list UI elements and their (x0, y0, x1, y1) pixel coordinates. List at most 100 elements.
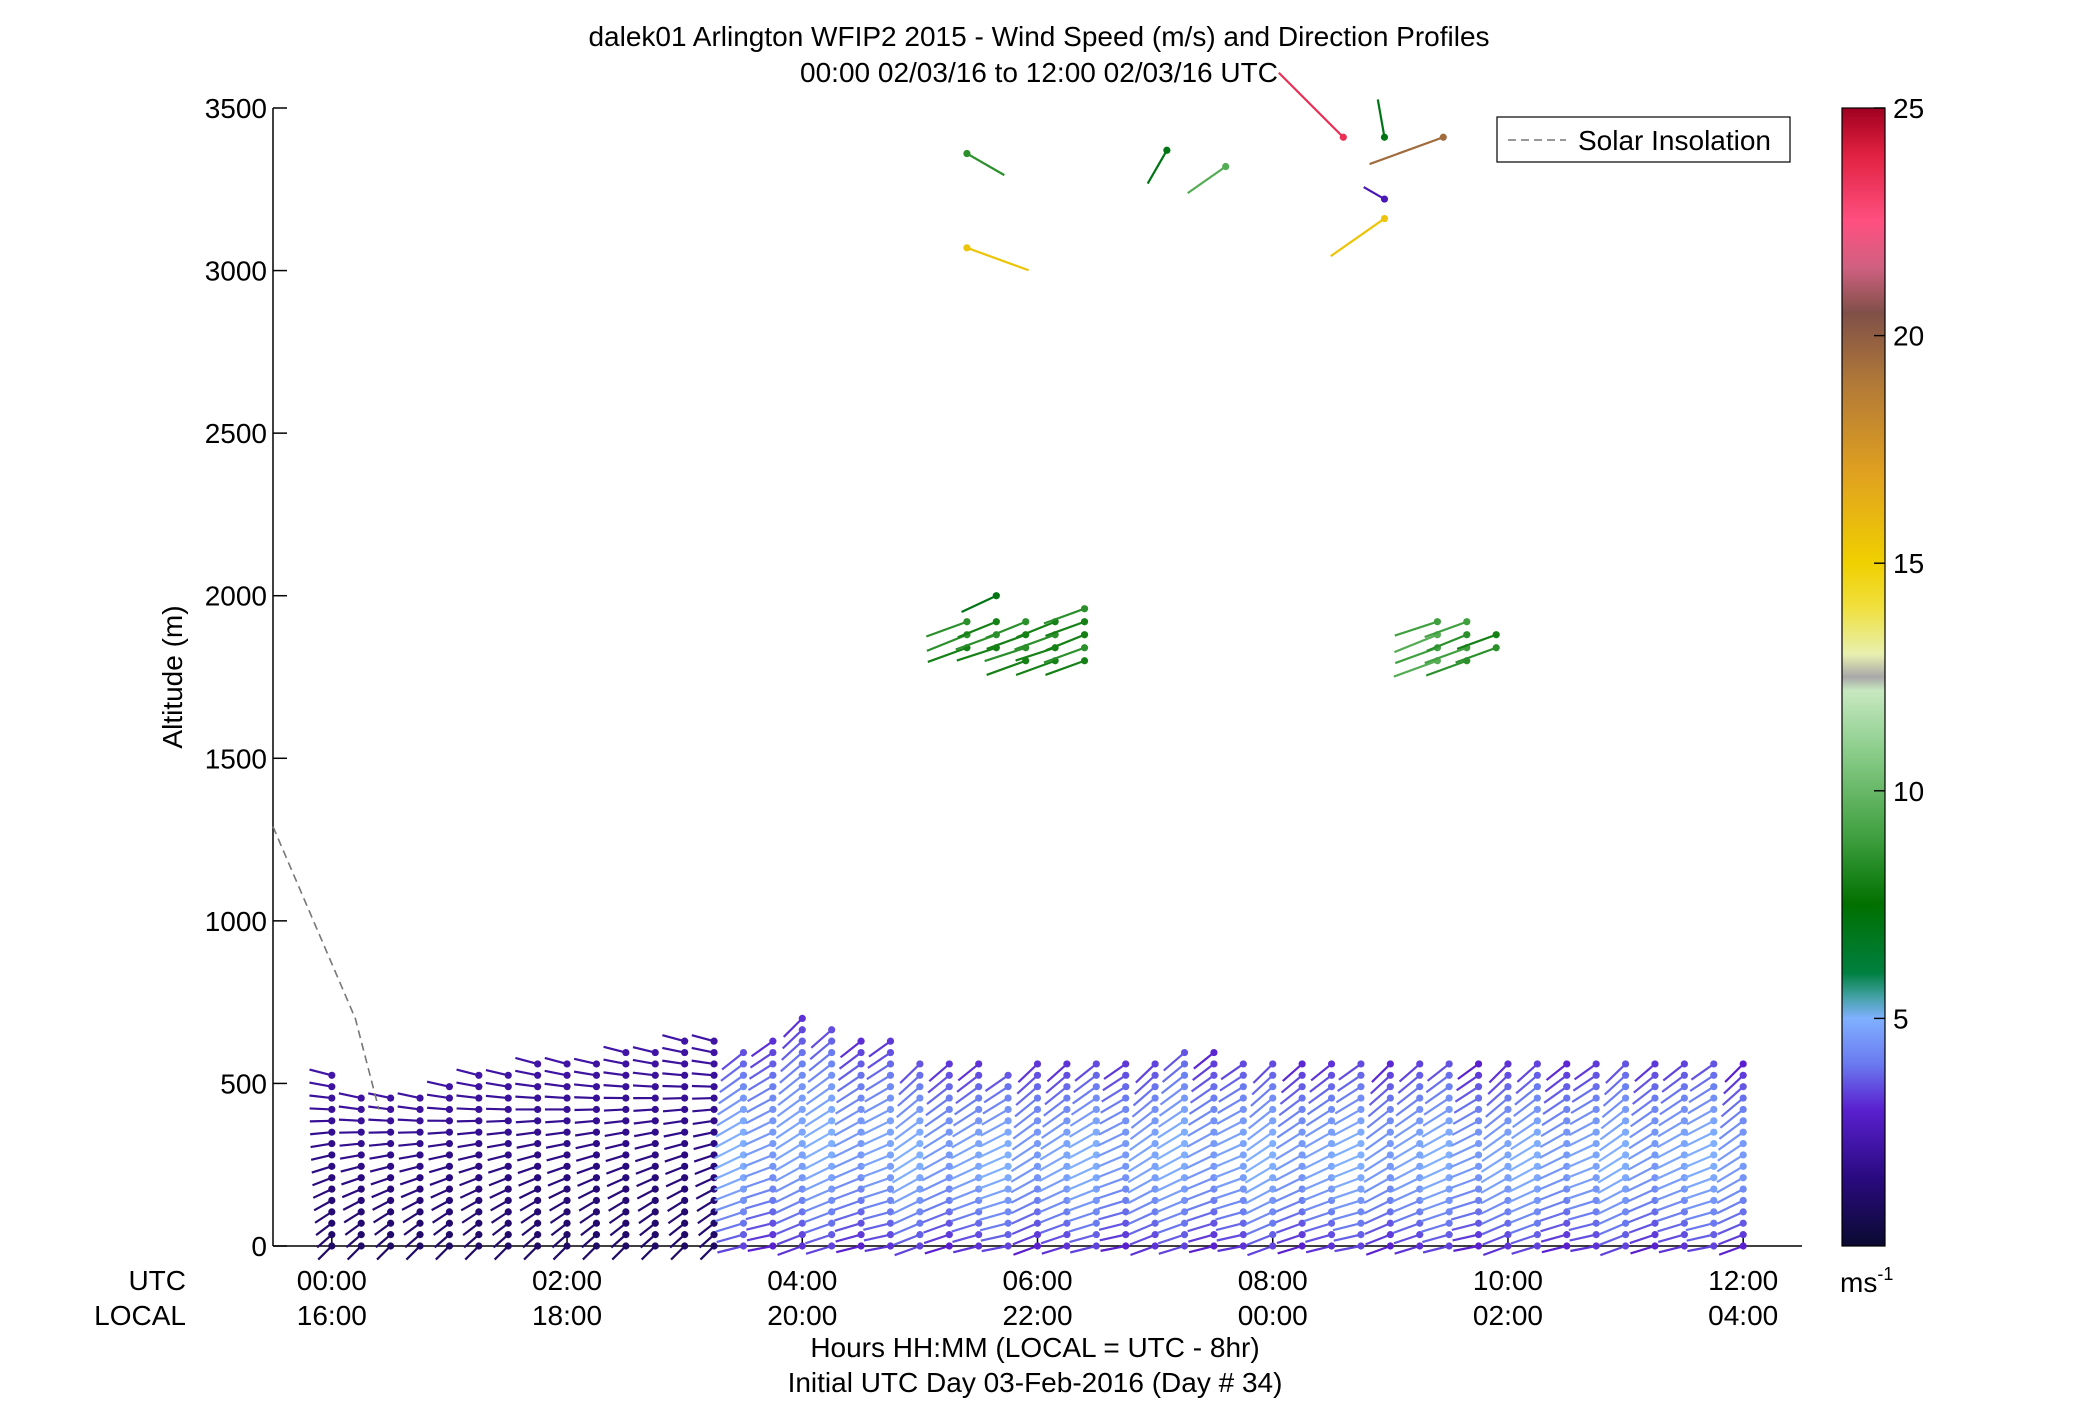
y-tick-label: 1500 (205, 743, 267, 774)
wind-barb (778, 1071, 806, 1095)
wind-barb (952, 1231, 983, 1243)
wind-barb (516, 1128, 542, 1137)
wind-barb (1391, 1196, 1424, 1214)
y-tick-label: 2500 (205, 418, 267, 449)
wind-barb (1013, 1105, 1042, 1129)
wind-barb (862, 1105, 895, 1125)
wind-barb (403, 1219, 424, 1236)
wind-barb (1452, 1231, 1483, 1242)
wind-barb (985, 618, 1030, 639)
wind-barb (608, 1208, 630, 1225)
wind-barb (1330, 1162, 1365, 1180)
wind-barb (717, 1094, 748, 1116)
wind-barb (603, 1071, 630, 1079)
wind-barb (1724, 1060, 1747, 1083)
wind-barb (632, 1083, 659, 1091)
wind-barb (1216, 1231, 1247, 1242)
wind-barb (456, 1068, 483, 1079)
wind-barb (892, 1208, 924, 1226)
wind-barb (835, 1231, 865, 1243)
wind-barb (545, 1117, 571, 1125)
wind-barb (1069, 1242, 1100, 1254)
wind-barb (1157, 1219, 1189, 1234)
wind-barb (486, 1128, 512, 1136)
wind-barb (544, 1069, 571, 1079)
wind-barb (1332, 1117, 1365, 1137)
wind-barb (460, 1196, 483, 1212)
wind-barb (747, 1083, 777, 1103)
wind-barb (1127, 1162, 1159, 1184)
wind-barb (954, 1094, 983, 1116)
wind-barb (374, 1219, 395, 1236)
wind-barb (1570, 1242, 1600, 1253)
wind-barb (861, 1151, 895, 1168)
wind-barb (1098, 1208, 1130, 1221)
wind-barb (692, 1117, 718, 1126)
wind-barb (577, 1185, 601, 1200)
wind-barb (1010, 1174, 1042, 1194)
wind-barb (1657, 1231, 1688, 1243)
wind-barb (634, 1128, 659, 1138)
wind-barb (921, 1185, 953, 1203)
wind-barb (604, 1139, 630, 1150)
wind-barb (956, 1071, 983, 1093)
wind-profile-barbs (309, 1014, 1747, 1261)
wind-barb (955, 1083, 983, 1105)
wind-barb (520, 1208, 542, 1224)
wind-barb (637, 1196, 659, 1212)
wind-barb (1333, 1105, 1365, 1126)
wind-barb (1423, 1094, 1453, 1116)
wind-barb (1214, 1185, 1247, 1200)
wind-barb (1041, 1242, 1071, 1255)
wind-barb (634, 1139, 659, 1150)
wind-barb (515, 1094, 542, 1102)
wind-barb (1334, 1094, 1365, 1115)
wind-barb (398, 1139, 424, 1148)
wind-barb (691, 1046, 718, 1057)
wind-barb (1627, 1196, 1659, 1213)
wind-barb (1482, 1231, 1512, 1246)
wind-barb (519, 1196, 542, 1212)
wind-barb (805, 1242, 836, 1255)
wind-barb (1481, 1219, 1512, 1236)
wind-barb (1421, 1117, 1453, 1138)
wind-barb (432, 1219, 454, 1236)
legend-box (1496, 116, 1791, 163)
wind-barb (486, 1117, 512, 1125)
wind-barb (485, 1094, 512, 1102)
wind-barb (926, 1083, 953, 1105)
wind-barb (456, 1081, 483, 1091)
wind-barb (922, 1128, 953, 1150)
wind-barb (575, 1128, 601, 1137)
wind-barb (1333, 1231, 1365, 1242)
wind-barb (1449, 1151, 1483, 1169)
wind-barb (1044, 1083, 1071, 1106)
x-tick-label-local: 16:00 (297, 1300, 367, 1331)
wind-barb (1308, 1083, 1336, 1105)
wind-barb (896, 1094, 924, 1119)
wind-barb (397, 1092, 424, 1102)
wind-barb (341, 1174, 365, 1186)
wind-barb (1634, 1060, 1659, 1082)
wind-barb (1570, 1094, 1600, 1115)
wind-barb (1364, 1219, 1394, 1236)
wind-barb (1017, 1060, 1042, 1083)
wind-barb (464, 1242, 483, 1261)
wind-barb (961, 592, 1000, 613)
wind-barb (665, 1162, 689, 1176)
wind-barb (1251, 1071, 1277, 1096)
wind-barb (1597, 1174, 1630, 1194)
wind-barb (635, 1162, 659, 1175)
wind-barb (1543, 1083, 1571, 1104)
x-tick-label-utc: 02:00 (532, 1265, 602, 1296)
local-row-label: LOCAL (94, 1300, 186, 1331)
wind-barb (1128, 1139, 1159, 1162)
wind-barb (372, 1196, 395, 1211)
wind-barb (399, 1174, 424, 1186)
wind-barb (573, 1083, 601, 1091)
wind-barb (924, 1105, 953, 1128)
wind-barb (431, 1196, 454, 1212)
wind-barb (491, 1219, 512, 1237)
wind-barb (1513, 1094, 1541, 1117)
